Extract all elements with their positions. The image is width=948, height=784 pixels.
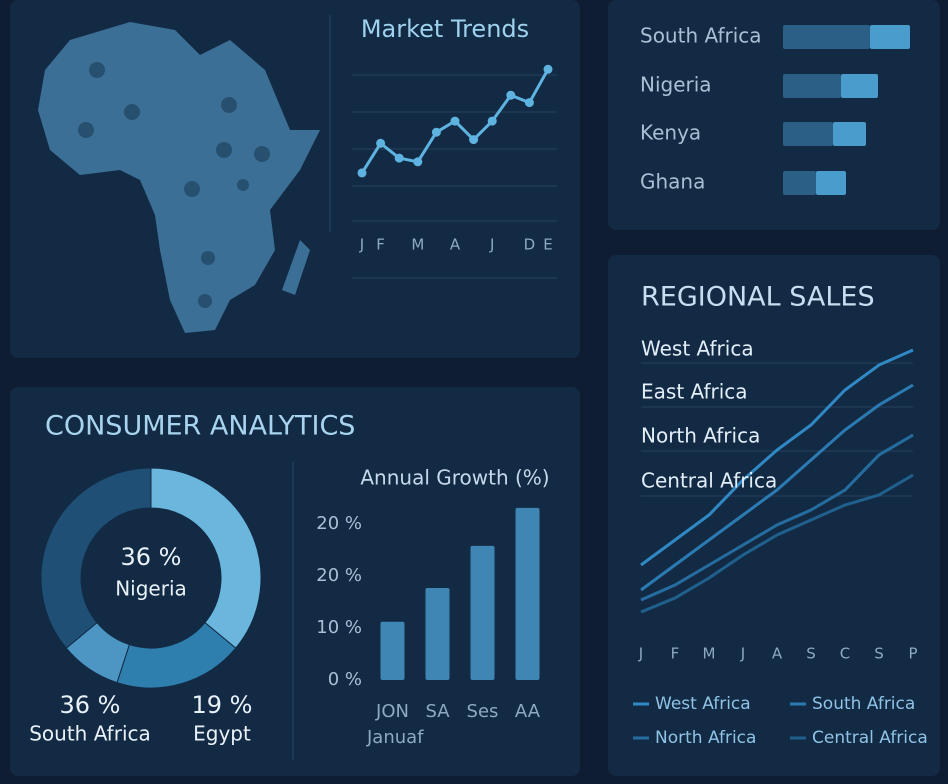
- line: [640, 383, 914, 592]
- x-tick-label: C: [840, 645, 850, 663]
- category-label: Nigeria: [115, 577, 187, 601]
- x-tick-label: AA: [515, 701, 541, 722]
- bar: [833, 122, 866, 146]
- annotation: West Africa: [641, 337, 754, 361]
- slice: [150, 467, 262, 649]
- bar: [783, 25, 870, 49]
- category-label: South Africa: [29, 722, 151, 746]
- category-label: Nigeria: [640, 73, 712, 97]
- panel: [608, 0, 940, 230]
- bar: [783, 171, 816, 195]
- line: [640, 348, 914, 567]
- x-tick-label: D: [524, 236, 536, 254]
- marker: [469, 135, 479, 145]
- category-label: Egypt: [193, 722, 251, 746]
- marker: [543, 64, 553, 74]
- legend-label: Central Africa: [812, 728, 928, 748]
- marker: [394, 153, 404, 163]
- x-tick-label: J: [740, 645, 745, 663]
- africa-map: [38, 22, 320, 333]
- category-label: Kenya: [640, 121, 701, 145]
- x-tick-label: P: [908, 645, 917, 663]
- x-tick-label: M: [703, 645, 716, 663]
- x-tick-label: F: [376, 236, 385, 254]
- marker: [376, 138, 386, 148]
- value-label: 19 %: [192, 691, 253, 719]
- category-label: South Africa: [640, 24, 762, 48]
- y-tick-label: 0 %: [328, 669, 362, 690]
- x-tick-label: A: [450, 236, 461, 254]
- legend-label: West Africa: [655, 694, 751, 714]
- legend-label: North Africa: [655, 728, 756, 748]
- marker: [487, 116, 497, 126]
- y-tick-label: 20 %: [316, 565, 362, 586]
- bar: [816, 171, 846, 195]
- marker: [450, 116, 460, 126]
- value-label: 36 %: [121, 543, 182, 571]
- x-tick-label: JON: [375, 701, 409, 722]
- legend-label: South Africa: [812, 694, 915, 714]
- chart-title: Annual Growth (%): [360, 466, 549, 490]
- bar: [841, 74, 878, 98]
- x-tick-label: J: [638, 645, 643, 663]
- x-tick-label: F: [671, 645, 680, 663]
- value-label: 36 %: [60, 691, 121, 719]
- x-tick-label: S: [806, 645, 816, 663]
- bar: [470, 545, 495, 680]
- marker: [413, 157, 423, 167]
- x-tick-label: J: [489, 236, 494, 254]
- line: [640, 473, 914, 614]
- bar: [425, 587, 450, 680]
- marker: [357, 168, 367, 178]
- category-label: Ghana: [640, 170, 705, 194]
- y-tick-label: 20 %: [316, 513, 362, 534]
- marker: [506, 90, 516, 100]
- x-tick-label: J: [359, 236, 364, 254]
- grid: [352, 74, 913, 497]
- bar: [515, 507, 540, 680]
- annotation: Central Africa: [641, 469, 777, 493]
- annotation: North Africa: [641, 424, 760, 448]
- x-tick-label: SA: [425, 701, 450, 722]
- chart-title: CONSUMER ANALYTICS: [45, 411, 355, 442]
- bar: [870, 25, 910, 49]
- line: [640, 433, 914, 602]
- chart-title: REGIONAL SALES: [641, 282, 875, 313]
- x-axis-label: Januaf: [366, 727, 424, 748]
- marker: [431, 127, 441, 137]
- panel: [608, 255, 940, 776]
- bar: [380, 621, 405, 680]
- bar: [783, 122, 833, 146]
- x-tick-label: M: [411, 236, 424, 254]
- x-tick-label: E: [543, 236, 552, 254]
- y-tick-label: 10 %: [316, 617, 362, 638]
- annotation: East Africa: [641, 380, 748, 404]
- slice: [40, 467, 152, 649]
- x-tick-label: S: [874, 645, 884, 663]
- chart-title: Market Trends: [361, 15, 529, 43]
- x-tick-label: A: [772, 645, 783, 663]
- marker: [524, 98, 534, 108]
- bar: [783, 74, 841, 98]
- x-tick-label: Ses: [467, 701, 499, 722]
